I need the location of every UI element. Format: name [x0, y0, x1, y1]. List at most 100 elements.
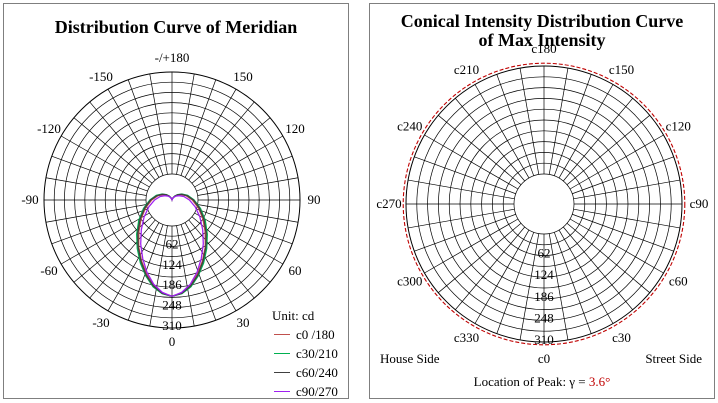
- conical-angle-label: c120: [666, 119, 691, 134]
- meridian-radial-tick: 124: [162, 257, 182, 272]
- meridian-grid-spoke: [89, 101, 156, 181]
- conical-grid-spoke: [563, 98, 633, 182]
- meridian-grid-spoke: [60, 135, 150, 188]
- conical-grid-spoke: [408, 208, 515, 229]
- conical-grid-spoke: [558, 84, 614, 179]
- meridian-grid-spoke: [194, 212, 284, 265]
- conical-grid-spoke: [438, 223, 522, 293]
- conical-grid-spoke: [548, 233, 569, 340]
- legend-swatch: [274, 391, 290, 392]
- conical-polar-plot: c0 c30 c60 c90 c120 c150 c180 c210 c240 c270 c300 c…: [376, 41, 709, 366]
- meridian-grid-spoke: [194, 135, 284, 188]
- conical-grid-spoke: [474, 229, 530, 324]
- conical-angle-label: c240: [397, 119, 422, 134]
- conical-grid-spoke: [424, 218, 519, 274]
- conical-grid-ring: [513, 173, 575, 235]
- conical-chart-title-line-2: of Max Intensity: [478, 30, 606, 50]
- meridian-grid-spoke: [107, 88, 160, 178]
- meridian-polar-plot: 0 30 60 90 120 150 -/+180 -150 -120 -90 -60 -30 62 12…: [21, 50, 321, 349]
- conical-grid-spoke: [455, 226, 525, 310]
- conical-radial-tick: 124: [534, 267, 554, 282]
- conical-angle-label: c150: [609, 62, 634, 77]
- meridian-radial-tick: 310: [162, 318, 182, 333]
- conical-grid-spoke: [455, 98, 525, 182]
- conical-angle-label: c60: [669, 274, 688, 289]
- meridian-grid-spoke: [197, 177, 299, 196]
- legend-label: c30/210: [296, 346, 338, 361]
- conical-grid-spoke: [553, 74, 592, 176]
- meridian-grid-spoke: [149, 73, 168, 175]
- peak-location-label: Location of Peak: γ =: [473, 374, 586, 389]
- conical-grid-spoke: [572, 156, 674, 195]
- meridian-grid-spoke: [196, 155, 293, 192]
- conical-radial-tick: 62: [538, 246, 551, 261]
- conical-chart-title: Conical Intensity Distribution Curve of …: [370, 12, 714, 50]
- conical-grid-spoke: [519, 233, 540, 340]
- meridian-grid-spoke: [180, 79, 217, 176]
- peak-location-value: 3.6°: [588, 374, 611, 389]
- conical-angle-label: c270: [376, 196, 401, 211]
- meridian-grid-spoke: [107, 222, 160, 312]
- street-side-label: Street Side: [645, 351, 702, 366]
- meridian-grid-spoke: [89, 219, 156, 299]
- meridian-angle-label: -/+180: [155, 50, 190, 65]
- conical-grid-spoke: [573, 208, 680, 229]
- conical-angle-label: c0: [538, 351, 550, 366]
- meridian-radial-tick: 62: [166, 236, 179, 251]
- legend-label: c90/270: [296, 384, 338, 399]
- conical-radial-tick: 186: [534, 289, 554, 304]
- conical-grid-spoke: [414, 213, 516, 252]
- conical-grid-spoke: [573, 179, 680, 200]
- meridian-grid-spoke: [45, 177, 147, 196]
- conical-angle-label: c300: [397, 274, 422, 289]
- conical-grid-spoke: [474, 84, 530, 179]
- conical-grid-spoke: [569, 134, 664, 190]
- conical-grid-ring: [502, 162, 586, 246]
- conical-angle-label: c30: [612, 330, 631, 345]
- meridian-curve-3: [140, 195, 204, 298]
- conical-grid-spoke: [408, 179, 515, 200]
- conical-grid-spoke: [414, 156, 516, 195]
- meridian-grid-spoke: [196, 208, 293, 245]
- meridian-grid-spoke: [51, 208, 148, 245]
- meridian-angle-label: -120: [37, 121, 61, 136]
- meridian-grid-spoke: [73, 117, 153, 184]
- conical-angle-label: c330: [454, 330, 479, 345]
- conical-grid-spoke: [424, 134, 519, 190]
- meridian-grid-spoke: [176, 73, 195, 175]
- legend-swatch: [274, 372, 290, 373]
- conical-grid-spoke: [438, 115, 522, 185]
- conical-grid-spoke: [496, 74, 535, 176]
- legend-entry: c0 /180: [274, 325, 338, 344]
- conical-angle-label: c90: [690, 196, 709, 211]
- conical-grid-spoke: [566, 223, 650, 293]
- conical-chart-panel: Conical Intensity Distribution Curve of …: [369, 3, 715, 399]
- meridian-angle-label: 90: [308, 192, 321, 207]
- conical-grid-spoke: [566, 115, 650, 185]
- meridian-radial-tick: 248: [162, 298, 182, 313]
- meridian-grid-spoke: [149, 225, 168, 327]
- meridian-chart-panel: Distribution Curve of Meridian 0 30 60 90 12…: [3, 3, 349, 399]
- conical-grid-spoke: [548, 68, 569, 175]
- conical-angle-label: c180: [531, 41, 556, 56]
- meridian-angle-label: 120: [285, 121, 305, 136]
- meridian-grid-spoke: [127, 79, 164, 176]
- meridian-radial-tick: 186: [162, 277, 182, 292]
- conical-grid-spoke: [519, 68, 540, 175]
- legend-swatch: [274, 334, 290, 335]
- legend-entry: c30/210: [274, 344, 338, 363]
- conical-grid-spoke: [553, 232, 592, 334]
- meridian-legend: Unit: cd c0 /180 c30/210 c60/240 c90/270: [272, 306, 338, 401]
- conical-chart-title-line-1: Conical Intensity Distribution Curve: [400, 11, 684, 31]
- conical-grid: [405, 65, 683, 343]
- meridian-grid-spoke: [188, 101, 255, 181]
- meridian-angle-label: 150: [233, 69, 253, 84]
- conical-grid-spoke: [572, 213, 674, 252]
- meridian-grid-spoke: [191, 117, 271, 184]
- meridian-grid-spoke: [60, 212, 150, 265]
- meridian-grid-spoke: [45, 204, 147, 223]
- meridian-grid: [43, 71, 301, 329]
- meridian-grid-spoke: [51, 155, 148, 192]
- meridian-angle-label: -90: [21, 192, 38, 207]
- meridian-grid-spoke: [176, 225, 195, 327]
